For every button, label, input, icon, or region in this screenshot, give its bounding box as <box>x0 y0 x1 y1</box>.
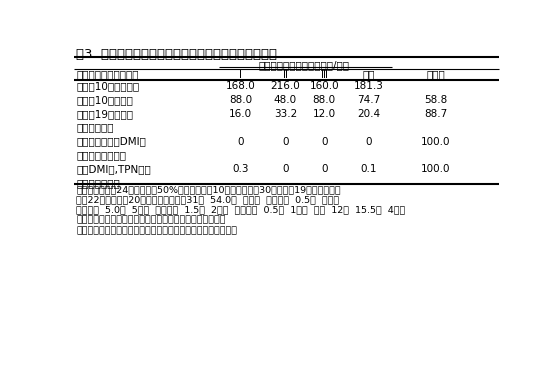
Text: 58.8: 58.8 <box>424 95 447 105</box>
Text: 12.0: 12.0 <box>312 109 336 119</box>
Text: 16.0: 16.0 <box>229 109 252 119</box>
Text: Ⅲ: Ⅲ <box>321 70 328 80</box>
Text: と慣行整枝: と慣行整枝 <box>76 178 120 188</box>
Text: ７月10日深整枝: ７月10日深整枝 <box>76 95 133 105</box>
Text: 88.0: 88.0 <box>229 95 252 105</box>
Text: ７月19日深整枝: ７月19日深整枝 <box>76 109 133 119</box>
Text: 殺菌剤防除: 殺菌剤防除 <box>76 123 114 133</box>
Text: 33.2: 33.2 <box>274 109 297 119</box>
Text: 0: 0 <box>282 164 289 174</box>
Text: ８月５日  5.0㎜  5時間  ８月６日  1.5㎜  2時間  ８月７日  0.5㎜  1時間  ８月  12日  15.5㎜  4時間: ８月５日 5.0㎜ 5時間 ８月６日 1.5㎜ 2時間 ８月７日 0.5㎜ 1時… <box>76 206 405 215</box>
Text: 三番茶芽での発病葉数（枚/㎡）: 三番茶芽での発病葉数（枚/㎡） <box>259 60 350 70</box>
Text: 100.0: 100.0 <box>421 137 451 147</box>
Text: 216.0: 216.0 <box>270 81 300 91</box>
Text: 深整枝の深さ　：二番茶残葉が新梢に１枚残るか残らない程度: 深整枝の深さ ：二番茶残葉が新梢に１枚残るか残らない程度 <box>76 226 237 235</box>
Text: 平均: 平均 <box>362 70 375 80</box>
Text: 表3  三番茶芽での炭疽病発病葉数と深整枝の防除効果: 表3 三番茶芽での炭疽病発病葉数と深整枝の防除効果 <box>76 48 277 61</box>
Text: 20.4: 20.4 <box>357 109 380 119</box>
Text: 0: 0 <box>237 137 244 147</box>
Text: 発病調査：８月24日　第１葉50%展開日：７月10日整枝は７月30日、７月19日は８月６日: 発病調査：８月24日 第１葉50%展開日：７月10日整枝は７月30日、７月19日… <box>76 186 341 195</box>
Text: 181.3: 181.3 <box>353 81 383 91</box>
Text: 0: 0 <box>321 164 328 174</box>
Text: Ⅱ: Ⅱ <box>283 70 288 80</box>
Text: ７月22日から８月20日迄の降雨：７月31日  54.0㎜  ２時間  ８月２日  0.5㎜  １時間: ７月22日から８月20日迄の降雨：７月31日 54.0㎜ ２時間 ８月２日 0.… <box>76 196 339 205</box>
Text: 74.7: 74.7 <box>357 95 380 105</box>
Text: 88.7: 88.7 <box>424 109 447 119</box>
Text: 0: 0 <box>321 137 328 147</box>
Text: DMI剤,TPN防除: DMI剤,TPN防除 <box>76 164 151 174</box>
Text: Ⅰ: Ⅰ <box>239 70 242 80</box>
Text: 0: 0 <box>282 137 289 147</box>
Text: 0.3: 0.3 <box>232 164 249 174</box>
Text: 萌芽初めのDMI剤: 萌芽初めのDMI剤 <box>76 137 146 147</box>
Text: ７月10日慣行整枝: ７月10日慣行整枝 <box>76 81 139 91</box>
Text: 0: 0 <box>365 137 372 147</box>
Text: 慣行整枝の深さ：二番茶残葉が新梢に２枚程度残る高さ。: 慣行整枝の深さ：二番茶残葉が新梢に２枚程度残る高さ。 <box>76 216 226 225</box>
Text: 防除と深整枝: 防除と深整枝 <box>76 150 126 160</box>
Text: 二番茶での炭疽病防除: 二番茶での炭疽病防除 <box>76 70 139 80</box>
Text: 88.0: 88.0 <box>312 95 336 105</box>
Text: 100.0: 100.0 <box>421 164 451 174</box>
Text: 160.0: 160.0 <box>309 81 339 91</box>
Text: 168.0: 168.0 <box>226 81 255 91</box>
Text: 0.1: 0.1 <box>360 164 377 174</box>
Text: 防除価: 防除価 <box>426 70 445 80</box>
Text: 48.0: 48.0 <box>274 95 297 105</box>
